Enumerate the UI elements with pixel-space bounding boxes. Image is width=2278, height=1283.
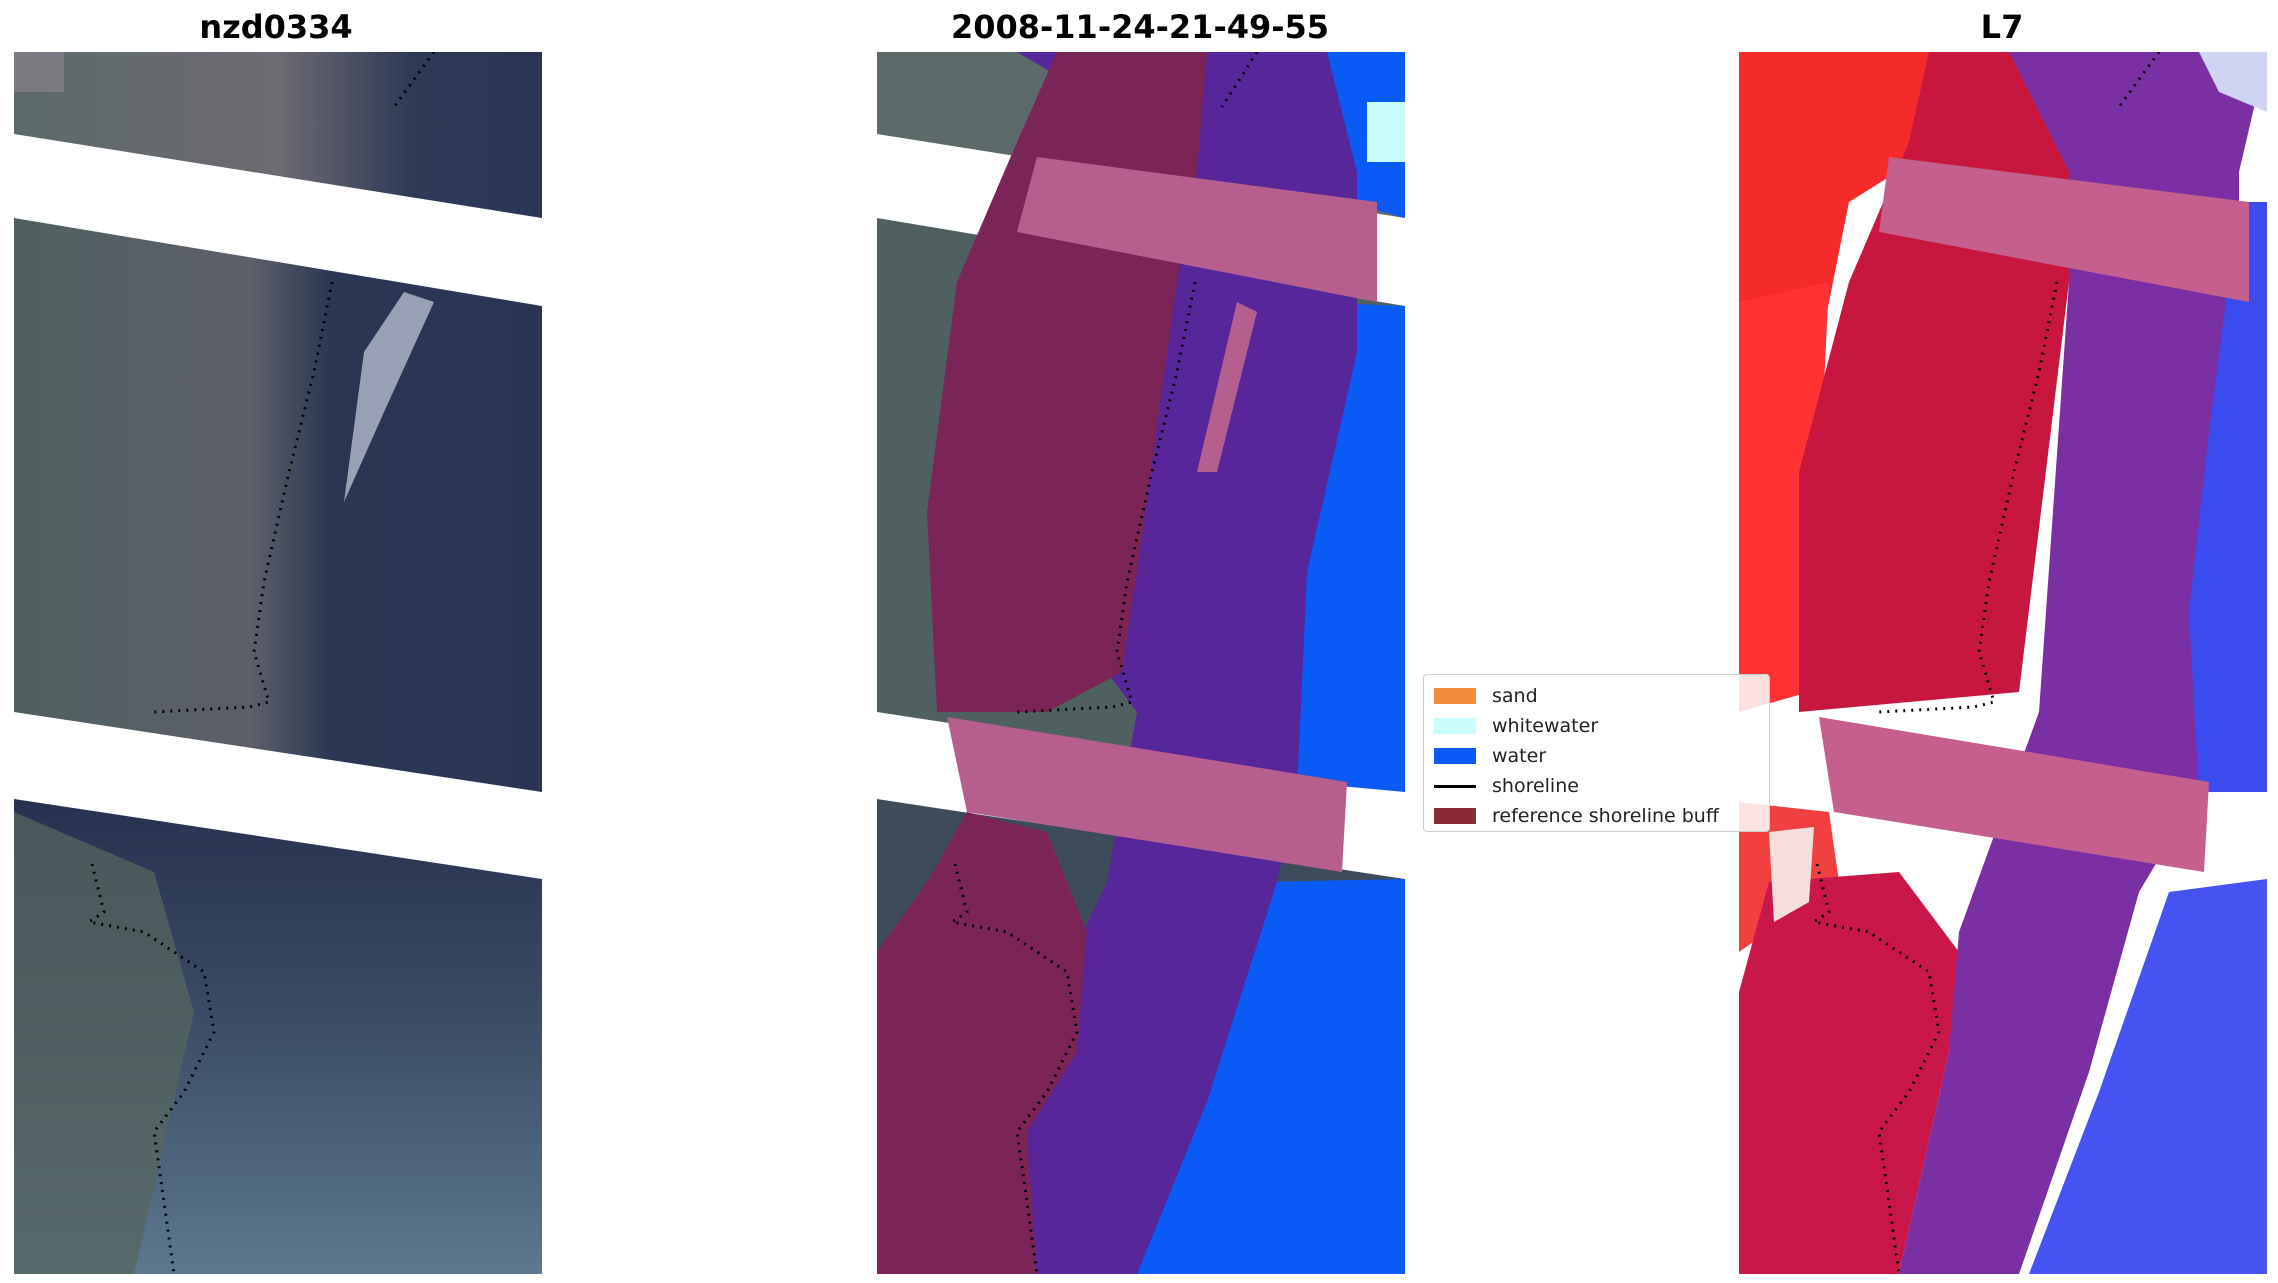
rgb-image-svg: [14, 52, 542, 1274]
legend-item-shoreline: shoreline: [1434, 771, 1759, 801]
panel-title-rgb: nzd0334: [199, 8, 353, 46]
legend: sand whitewater water shoreline referenc…: [1423, 674, 1770, 832]
legend-label: reference shoreline buff: [1492, 805, 1719, 827]
legend-item-water: water: [1434, 741, 1759, 771]
legend-label: sand: [1492, 685, 1538, 707]
legend-item-sand: sand: [1434, 681, 1759, 711]
index-image: [1739, 52, 2267, 1274]
panel-title-index: L7: [1980, 8, 2024, 46]
legend-swatch-sand: [1434, 688, 1476, 704]
classified-image: [877, 52, 1405, 1274]
classified-image-svg: [877, 52, 1405, 1274]
legend-label: shoreline: [1492, 775, 1579, 797]
legend-item-whitewater: whitewater: [1434, 711, 1759, 741]
legend-swatch-whitewater: [1434, 718, 1476, 734]
legend-swatch-water: [1434, 748, 1476, 764]
panel-title-classified: 2008-11-24-21-49-55: [950, 8, 1330, 46]
index-image-svg: [1739, 52, 2267, 1274]
legend-label: whitewater: [1492, 715, 1599, 737]
legend-swatch-shoreline: [1434, 784, 1476, 788]
legend-label: water: [1492, 745, 1547, 767]
legend-swatch-reference-buffer: [1434, 808, 1476, 824]
legend-item-reference-shoreline-buffer: reference shoreline buff: [1434, 801, 1759, 831]
rgb-satellite-image: [14, 52, 542, 1274]
